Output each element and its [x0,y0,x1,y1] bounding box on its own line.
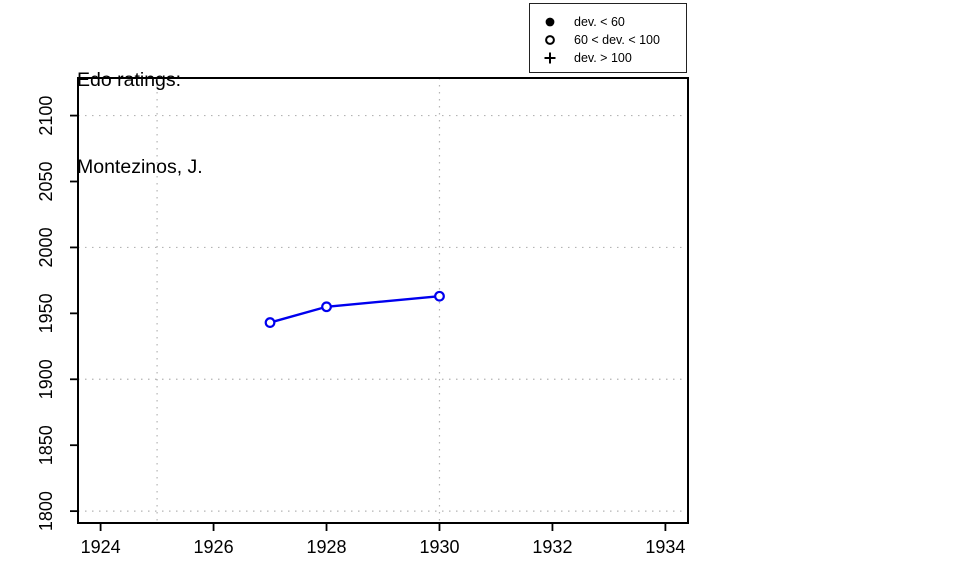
data-point [264,317,276,328]
legend-item-dev-gt-100: dev. > 100 [530,49,686,67]
x-tick-label: 1924 [81,537,121,557]
plus-icon [537,51,563,65]
x-tick-label: 1930 [419,537,459,557]
y-tick-label: 1950 [36,293,56,333]
y-tick-label: 2100 [36,96,56,136]
x-tick-label: 1928 [306,537,346,557]
legend: dev. < 60 60 < dev. < 100 dev. > 100 [529,3,687,73]
legend-item-label: dev. < 60 [574,15,625,29]
y-tick-label: 1800 [36,491,56,531]
chart-title: Edo ratings: Montezinos, J. [77,8,203,240]
legend-item-dev-lt-60: dev. < 60 [530,13,686,31]
chart-title-line-1: Edo ratings: [77,69,182,91]
x-tick-label: 1932 [532,537,572,557]
plot-border [77,77,689,524]
data-point [434,290,445,302]
y-tick-label: 1900 [36,359,56,399]
filled-circle-icon [537,16,563,28]
x-tick-label: 1934 [645,537,685,557]
x-tick-label: 1926 [194,537,234,557]
chart-title-line-2: Montezinos, J. [77,156,203,178]
legend-item-label: dev. > 100 [574,51,632,65]
legend-item-dev-60-100: 60 < dev. < 100 [530,31,686,49]
data-point [321,301,332,313]
y-tick-label: 2000 [36,227,56,267]
y-tick-label: 2050 [36,161,56,201]
legend-item-label: 60 < dev. < 100 [574,33,660,47]
y-tick-label: 1850 [36,425,56,465]
rating-line [268,295,441,324]
open-circle-icon [537,34,563,46]
